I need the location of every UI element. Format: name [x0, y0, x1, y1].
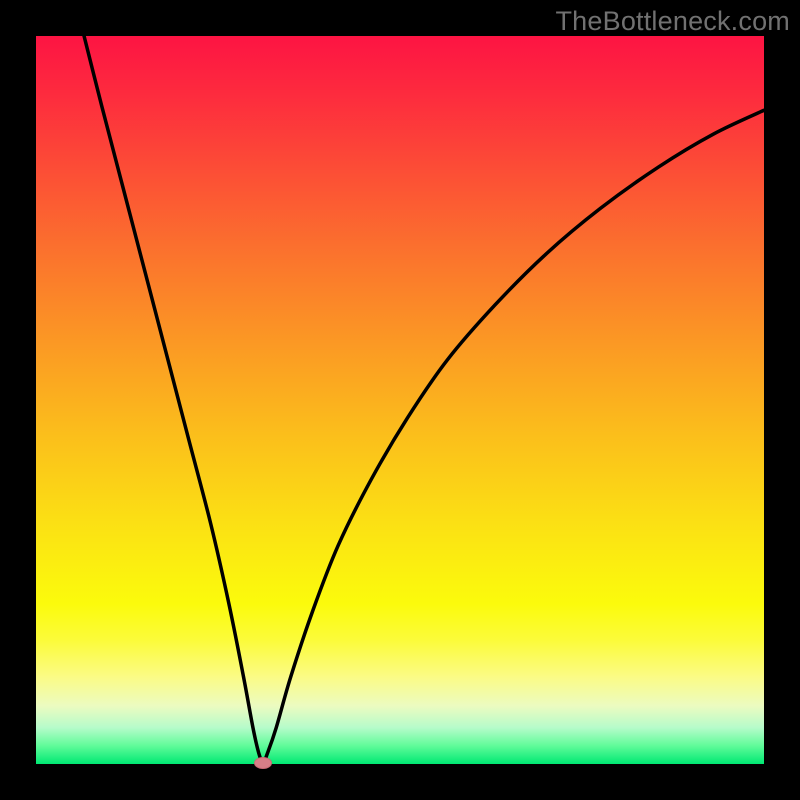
plot-area — [36, 36, 764, 764]
gradient-background — [36, 36, 764, 764]
watermark-text: TheBottleneck.com — [555, 6, 790, 37]
gradient-rect — [36, 36, 764, 764]
chart-frame: TheBottleneck.com — [0, 0, 800, 800]
datum-marker — [254, 757, 272, 769]
